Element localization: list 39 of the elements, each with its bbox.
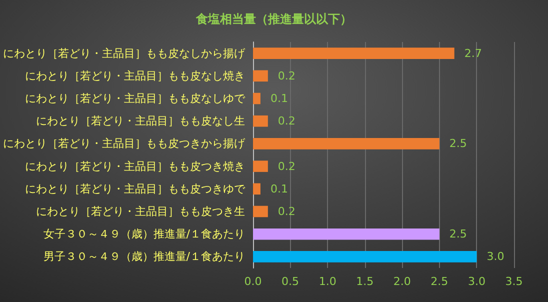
y-tick-label: 女子３０～４９（歳）推進量/１食あたり	[43, 228, 245, 241]
x-tick-label: 0.0	[244, 275, 262, 288]
y-tick-label: にわとり［若どり・主品目］もも皮なしゆで	[25, 92, 246, 105]
x-tick-label: 2.0	[393, 275, 411, 288]
y-tick-label: にわとり［若どり・主品目］もも皮なしから揚げ	[3, 46, 246, 60]
y-tick-label: にわとり［若どり・主品目］もも皮なし焼き	[25, 69, 245, 82]
y-tick-label: にわとり［若どり・主品目］もも皮つき生	[36, 205, 245, 218]
data-label: 0.2	[278, 69, 296, 82]
bar	[253, 138, 440, 150]
y-tick-label: にわとり［若どり・主品目］もも皮つき焼き	[25, 160, 245, 173]
bar	[253, 160, 268, 172]
bar	[253, 206, 268, 218]
bar	[253, 70, 268, 82]
data-label: 2.5	[449, 137, 467, 150]
x-tick-label: 1.0	[318, 275, 336, 288]
data-label: 0.2	[278, 114, 296, 128]
bar	[253, 251, 477, 262]
y-tick-label: にわとり［若どり・主品目］もも皮つきから揚げ	[3, 137, 246, 150]
data-label: 0.1	[270, 92, 288, 105]
bar	[253, 92, 260, 104]
bar	[253, 115, 268, 127]
x-tick-label: 3.0	[468, 275, 486, 288]
x-tick-label: 2.5	[430, 275, 448, 288]
bar	[253, 183, 260, 195]
x-tick-label: 0.5	[282, 275, 300, 288]
data-label: 0.2	[278, 205, 296, 218]
data-label: 0.2	[278, 160, 296, 173]
data-label: 2.7	[464, 46, 482, 60]
bar	[253, 48, 454, 59]
x-tick-label: 1.5	[356, 275, 374, 288]
y-tick-label: にわとり［若どり・主品目］もも皮つきゆで	[25, 182, 246, 196]
data-label: 3.0	[486, 250, 504, 264]
data-label: 0.1	[270, 182, 288, 196]
y-tick-label: にわとり［若どり・主品目］もも皮なし生	[36, 114, 245, 128]
chart-title: 食塩相当量（推進量以以下）	[195, 12, 352, 26]
y-tick-label: 男子３０～４９（歳）推進量/１食あたり	[43, 250, 245, 264]
x-tick-label: 3.5	[505, 275, 523, 288]
bar	[253, 228, 440, 240]
data-label: 2.5	[449, 228, 467, 241]
